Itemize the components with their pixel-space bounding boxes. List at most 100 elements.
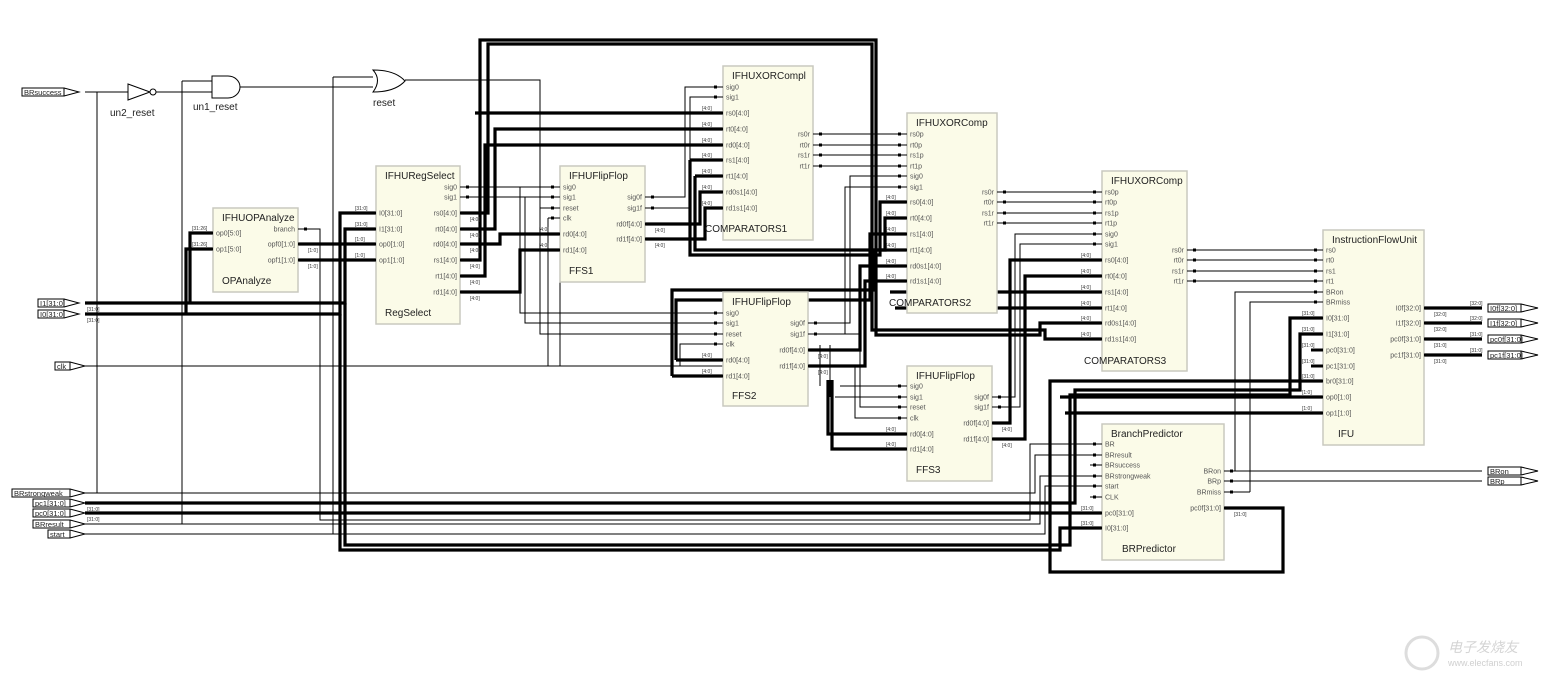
signal-wire [298,228,1102,521]
module-box [906,112,998,314]
input-pin-label: rs0[4:0] [1105,258,1128,265]
input-pin-label: clk [726,342,735,349]
output-pin-label: BRmiss [1197,490,1222,497]
input-pin-label: reset [726,332,742,339]
input-pin-label: sig0 [726,85,739,92]
pin-dot-icon [1093,211,1096,215]
input-pin-label: clk [910,416,919,423]
not-gate-icon [127,83,152,101]
input-port: clk [54,361,87,371]
pin-dot-icon [1093,242,1096,246]
input-pin-label: rs1p [1105,211,1119,218]
input-pin-label: sig1 [910,395,923,402]
pin-dot-icon [1093,290,1096,294]
instance-name: RegSelect [385,308,431,319]
input-pin-label: rt1[4:0] [910,248,932,255]
input-pin-label: rs1[4:0] [910,232,933,239]
pin-dot-icon [898,264,901,268]
signal-wire [85,365,907,419]
port-arrow-icon [63,309,81,319]
pin-dot-icon [814,364,817,368]
port-arrow-icon [69,361,87,371]
pin-dot-icon [1093,221,1096,225]
module-type-label: BranchPredictor [1111,429,1183,440]
input-pin-label: rd1[4:0] [563,248,587,255]
bus-width-label: [31:26] [192,242,208,248]
pin-dot-icon [1314,248,1317,252]
bus-width-label: [31:0] [1234,512,1247,518]
output-pin-label: rt0r [1174,258,1185,265]
input-pin-label: rs1[4:0] [1105,290,1128,297]
output-pin-label: rs1[4:0] [434,258,457,265]
pin-dot-icon [466,290,469,294]
pin-dot-icon [714,143,717,147]
pin-dot-icon [714,95,717,99]
bus-wire [85,211,376,316]
pin-dot-icon [714,127,717,131]
pin-dot-icon [1314,269,1317,273]
port-arrow-icon [69,508,87,518]
input-pin-label: rt1 [1326,279,1334,286]
pin-dot-icon [1430,321,1433,325]
input-pin-label: sig0 [726,311,739,318]
input-pin-label: rd1s1[4:0] [1105,337,1136,344]
input-pin-label: sig1 [726,321,739,328]
pin-dot-icon [898,279,901,283]
bus-wire [460,38,1102,337]
bus-width-label: [4:0] [1081,253,1091,259]
port-arrow-icon [63,87,81,97]
pin-dot-icon [551,216,554,220]
pin-dot-icon [1314,332,1317,336]
bus-wire [460,42,1102,341]
bus-wire [808,264,907,352]
module-comparators1: IFHUXORCompl COMPARATORS1 sig0 sig1 rs0[4:0]… [702,65,825,241]
input-pin-label: rt1p [910,164,922,171]
port-arrow-icon [1520,303,1539,313]
input-port: pc0[31:0] [31:0] [32,508,100,523]
module-type-label: IFHURegSelect [385,171,455,182]
output-pin-label: rd1f[4:0] [963,437,989,444]
bus-width-label: [4:0] [1081,332,1091,338]
module-box [722,65,814,241]
pin-dot-icon [819,132,822,136]
pin-dot-icon [1093,442,1096,446]
wires [85,38,1482,574]
bus-width-label: [1:0] [355,237,365,243]
watermark-url: www.elecfans.com [1447,658,1523,668]
input-pin-label: sig1 [726,95,739,102]
input-pin-label: sig0 [910,174,923,181]
bus-width-label: [4:0] [886,442,896,448]
pin-dot-icon [1003,221,1006,225]
port-arrow-icon [1520,334,1539,344]
pin-dot-icon [898,200,901,204]
bus-width-label: [32:0] [1434,327,1447,333]
input-pin-label: sig1 [563,195,576,202]
bus-width-label: [4:0] [470,217,480,223]
output-port: I1f[32:0] [32:0] [1470,316,1539,328]
input-pin-label: rd1[4:0] [910,447,934,454]
pin-dot-icon [651,237,654,241]
bus-width-label: [4:0] [1081,301,1091,307]
pin-dot-icon [819,153,822,157]
input-pin-label: rt0[4:0] [910,216,932,223]
bus-width-label: [31:0] [1434,359,1447,365]
output-pin-label: rd1f[4:0] [616,237,642,244]
signal-wire [645,86,723,198]
output-pin-label: sig0 [444,185,457,192]
pin-dot-icon [898,416,901,420]
pin-dot-icon [714,111,717,115]
input-pin-label: pc0[31:0] [1105,511,1134,518]
pin-dot-icon [1314,290,1317,294]
pin-dot-icon [1093,474,1096,478]
bus-width-label: [4:0] [886,427,896,433]
input-pin-label: op1[5:0] [216,247,241,254]
instance-name: COMPARATORS1 [705,224,788,235]
bus-width-label: [4:0] [470,248,480,254]
and-gate-icon [211,75,241,99]
bus-width-label: [4:0] [818,354,828,360]
input-pin-label: clk [563,216,572,223]
pin-dot-icon [1003,200,1006,204]
pin-dot-icon [304,242,307,246]
io-ports: BRsuccess I1[31:0] [31:0] I0[31:0] [31:0] clk… [11,87,1539,539]
port-box [1487,350,1522,360]
